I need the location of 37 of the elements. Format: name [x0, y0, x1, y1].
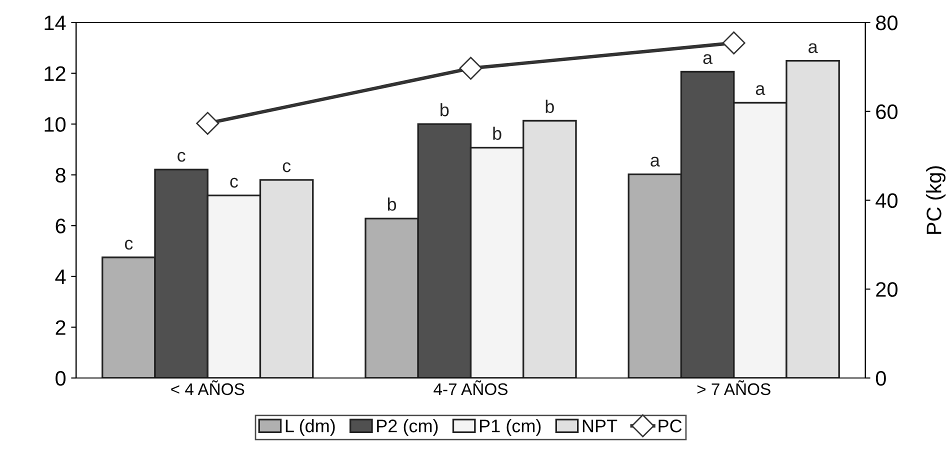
point [722, 31, 746, 54]
x-tick-label: < 4 AÑOS [171, 380, 244, 396]
data-label: b [440, 103, 449, 116]
y-tick-label: 10 [44, 117, 66, 132]
legend-label: L (dm) [286, 419, 335, 436]
legend-label: P2 (cm) [377, 419, 438, 436]
legend-label: PC [658, 420, 682, 432]
point [459, 56, 482, 80]
y2-tick-label: 40 [876, 193, 898, 208]
data-label: a [703, 54, 713, 64]
x-tick-label: > 7 AÑOS [697, 380, 770, 396]
y2-tick-label: 60 [876, 104, 898, 120]
data-label: b [493, 126, 502, 140]
x-tick-label: 4-7 AÑOS [434, 380, 508, 396]
y-tick-label: 14 [44, 16, 66, 30]
data-label: c [124, 240, 133, 250]
y2-axis-title: PC (kg) [926, 166, 946, 234]
point [196, 112, 220, 135]
data-label: a [650, 156, 660, 167]
data-label: b [546, 100, 554, 114]
legend-label: NPT [582, 420, 618, 432]
legend-label: P1 (cm) [480, 419, 541, 436]
y-tick-label: 6 [56, 218, 66, 234]
data-label: a [756, 85, 766, 96]
data-label: a [808, 43, 818, 54]
y-tick-label: 8 [56, 168, 66, 183]
y-tick-label: 0 [56, 371, 66, 386]
data-label: c [282, 162, 291, 172]
y2-tick-label: 0 [876, 371, 886, 386]
data-label: c [178, 152, 186, 162]
y2-tick-label: 20 [876, 282, 898, 297]
y-tick-label: 2 [56, 320, 66, 335]
data-label: b [388, 198, 396, 211]
y2-tick-label: 80 [876, 16, 898, 30]
y-tick-label: 12 [44, 66, 66, 81]
data-label: c [230, 178, 238, 188]
y-tick-label: 4 [55, 270, 66, 284]
